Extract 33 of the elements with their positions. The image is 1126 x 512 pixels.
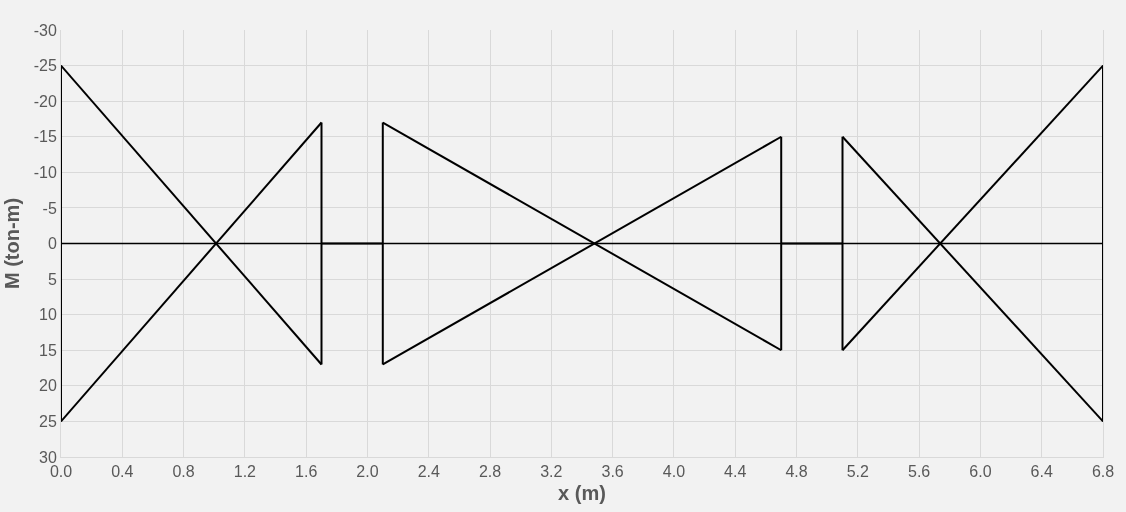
y-tick-label: -30 bbox=[33, 21, 57, 39]
x-tick-label: 2.0 bbox=[356, 463, 379, 481]
x-tick-label: 3.2 bbox=[540, 463, 563, 481]
x-tick-label: 6.8 bbox=[1091, 463, 1115, 481]
y-tick-label: -5 bbox=[42, 199, 57, 217]
x-tick-label: 6.4 bbox=[1030, 463, 1053, 481]
y-tick-label: 25 bbox=[39, 413, 57, 431]
y-tick-label: 5 bbox=[47, 270, 57, 288]
x-tick-label: 2.8 bbox=[478, 463, 502, 481]
x-tick-label: 5.6 bbox=[907, 463, 931, 481]
y-tick-label: -15 bbox=[33, 128, 57, 146]
x-tick-label: 0.0 bbox=[49, 463, 73, 481]
y-axis-title: M (ton-m) bbox=[1, 197, 24, 290]
y-tick-label: -20 bbox=[33, 92, 57, 110]
y-tick-label: 15 bbox=[39, 341, 57, 359]
x-tick-label: 1.2 bbox=[233, 463, 257, 481]
x-tick-label: 4.8 bbox=[785, 463, 808, 481]
x-tick-label: 4.4 bbox=[724, 463, 747, 481]
x-tick-label: 6.0 bbox=[969, 463, 992, 481]
x-tick-label: 3.6 bbox=[601, 463, 624, 481]
y-tick-label: -10 bbox=[33, 163, 57, 181]
y-tick-label: 30 bbox=[39, 448, 57, 466]
x-tick-label: 5.2 bbox=[846, 463, 870, 481]
x-tick-label: 2.4 bbox=[417, 463, 440, 481]
y-tick-label: -25 bbox=[33, 57, 57, 75]
x-tick-label: 1.6 bbox=[295, 463, 318, 481]
y-tick-label: 10 bbox=[39, 306, 57, 324]
y-tick-label: 0 bbox=[47, 235, 57, 253]
y-tick-label: 20 bbox=[39, 377, 57, 395]
x-tick-label: 0.4 bbox=[111, 463, 134, 481]
x-tick-label: 4.0 bbox=[662, 463, 686, 481]
x-axis-title: x (m) bbox=[558, 481, 606, 504]
x-tick-label: 0.8 bbox=[172, 463, 195, 481]
